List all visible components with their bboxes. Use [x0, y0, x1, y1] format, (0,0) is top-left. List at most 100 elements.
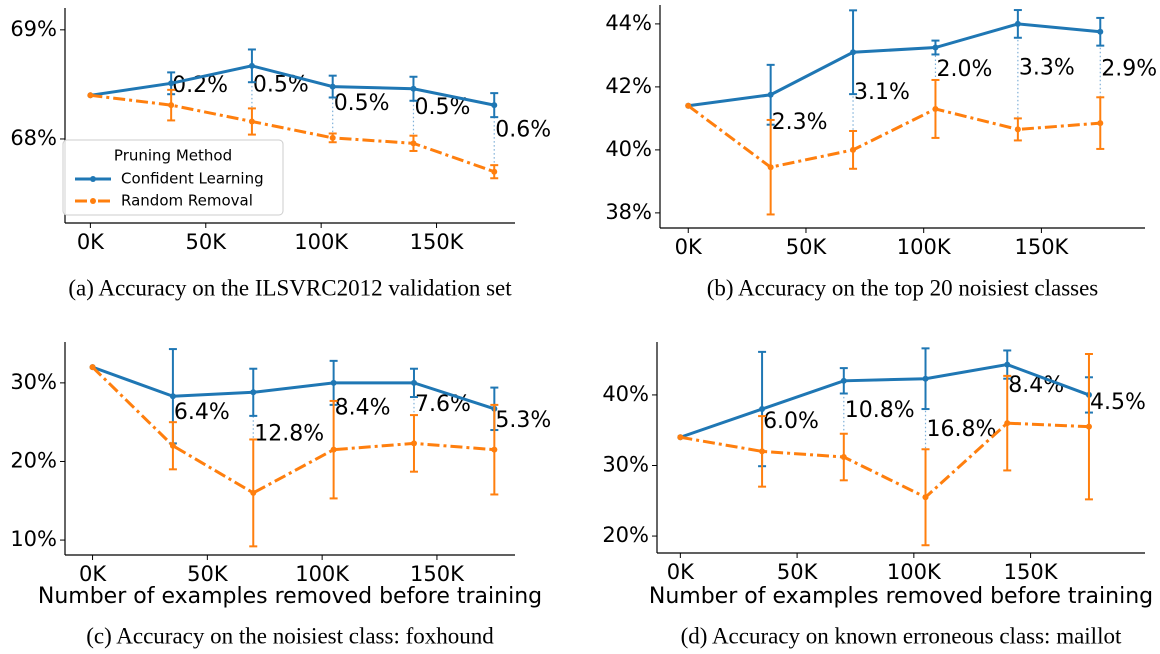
- annotation: 0.5%: [334, 91, 390, 116]
- marker: [491, 102, 498, 109]
- x-tick-label: 50K: [187, 562, 229, 586]
- legend-title: Pruning Method: [114, 147, 232, 165]
- caption: (a) Accuracy on the ILSVRC2012 validatio…: [68, 275, 512, 300]
- series-line: [90, 64, 495, 107]
- x-tick-label: 150K: [1004, 560, 1059, 584]
- marker: [840, 454, 847, 461]
- annotation: 5.3%: [495, 408, 551, 433]
- annotation: 2.9%: [1101, 56, 1157, 81]
- marker: [410, 379, 417, 386]
- marker: [850, 49, 857, 56]
- marker: [932, 105, 939, 112]
- marker: [1014, 20, 1021, 27]
- series-line: [679, 363, 1090, 439]
- y-tick-label: 30%: [10, 370, 57, 394]
- marker: [250, 489, 257, 496]
- y-tick-label: 10%: [10, 527, 57, 551]
- x-tick-label: 150K: [410, 562, 465, 586]
- series-line: [91, 366, 495, 495]
- marker: [410, 140, 417, 147]
- x-tick-label: 50K: [186, 230, 228, 254]
- marker: [850, 146, 857, 153]
- annotation: 10.8%: [845, 398, 915, 423]
- annotation: 6.4%: [174, 400, 230, 425]
- annotation: 8.4%: [335, 395, 391, 420]
- x-tick-label: 150K: [410, 230, 465, 254]
- legend-marker: [90, 176, 96, 182]
- marker: [922, 375, 929, 382]
- marker: [922, 494, 929, 501]
- marker: [767, 91, 774, 98]
- marker: [1004, 361, 1011, 368]
- annotation: 16.8%: [927, 417, 997, 442]
- annotation: 3.1%: [854, 80, 910, 105]
- annotation: 2.0%: [936, 57, 992, 82]
- marker: [248, 62, 255, 69]
- y-tick-label: 68%: [10, 126, 57, 150]
- annotation: 6.0%: [763, 409, 819, 434]
- marker: [932, 44, 939, 51]
- x-tick-label: 0K: [675, 235, 703, 259]
- annotation: 4.5%: [1090, 390, 1146, 415]
- y-tick-label: 38%: [605, 200, 652, 224]
- marker: [329, 134, 336, 141]
- marker: [330, 379, 337, 386]
- x-tick-label: 0K: [77, 230, 105, 254]
- y-tick-label: 40%: [602, 382, 649, 406]
- marker: [89, 364, 96, 371]
- annotation: 12.8%: [254, 422, 324, 447]
- x-tick-label: 50K: [777, 560, 819, 584]
- y-tick-label: 30%: [602, 452, 649, 476]
- marker: [168, 102, 175, 109]
- marker: [677, 434, 684, 441]
- x-tick-label: 0K: [667, 560, 695, 584]
- x-tick-label: 100K: [887, 560, 942, 584]
- y-tick-label: 44%: [605, 11, 652, 35]
- marker: [169, 442, 176, 449]
- marker: [1097, 28, 1104, 35]
- marker: [87, 92, 94, 99]
- marker: [759, 406, 766, 413]
- marker: [330, 446, 337, 453]
- legend-box: [62, 139, 284, 216]
- annotation: 0.6%: [495, 117, 551, 142]
- caption: (b) Accuracy on the top 20 noisiest clas…: [707, 275, 1099, 300]
- x-tick-label: 0K: [79, 562, 107, 586]
- annotation: 0.5%: [253, 73, 309, 98]
- annotation: 2.3%: [772, 110, 828, 135]
- marker: [410, 85, 417, 92]
- series-line: [687, 104, 1101, 169]
- y-tick-label: 40%: [605, 137, 652, 161]
- marker: [767, 164, 774, 171]
- x-tick-label: 100K: [294, 230, 349, 254]
- annotation: 7.6%: [415, 392, 471, 417]
- marker: [1097, 120, 1104, 127]
- annotation: 3.3%: [1019, 56, 1075, 81]
- x-tick-label: 150K: [1014, 235, 1069, 259]
- y-tick-label: 42%: [605, 74, 652, 98]
- series-line: [680, 421, 1090, 500]
- legend-marker: [90, 198, 96, 204]
- marker: [168, 80, 175, 87]
- marker: [248, 118, 255, 125]
- x-axis-label: Number of examples removed before traini…: [38, 584, 542, 609]
- y-tick-label: 20%: [10, 448, 57, 472]
- caption: (d) Accuracy on known erroneous class: m…: [681, 623, 1122, 648]
- series-line: [92, 365, 495, 411]
- marker: [410, 440, 417, 447]
- x-axis-label: Number of examples removed before traini…: [649, 584, 1153, 609]
- x-tick-label: 50K: [786, 235, 828, 259]
- legend-label: Random Removal: [121, 192, 253, 210]
- marker: [491, 168, 498, 175]
- marker: [1004, 420, 1011, 427]
- marker: [759, 448, 766, 455]
- annotation: 8.4%: [1008, 373, 1064, 398]
- marker: [685, 102, 692, 109]
- caption: (c) Accuracy on the noisiest class: foxh…: [86, 623, 494, 648]
- y-tick-label: 20%: [602, 523, 649, 547]
- marker: [169, 393, 176, 400]
- series-line: [688, 22, 1101, 108]
- legend-label: Confident Learning: [121, 170, 264, 188]
